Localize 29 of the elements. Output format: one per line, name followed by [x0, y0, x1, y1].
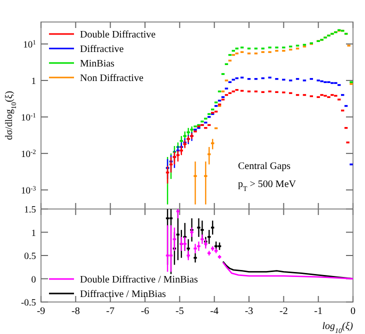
legend-label: Diffractive / MinBias: [80, 289, 166, 300]
y-tick-label: 1.5: [24, 206, 36, 216]
y-tick-label: 0.5: [24, 252, 36, 262]
x-tick-label: -6: [140, 306, 150, 317]
x-tick-label: -8: [71, 306, 80, 317]
y-tick-label: 0: [31, 275, 36, 286]
legend-label: Double Diffractive / MinBias: [80, 274, 198, 286]
x-tick-label: -1: [314, 306, 323, 317]
y-tick-label: 10$^{1}$: [23, 38, 36, 50]
x-tick-label: -4: [210, 306, 219, 317]
x-tick-label: -2: [279, 306, 288, 317]
x-tick-label: -7: [106, 306, 115, 317]
y-tick-label: -0.5: [20, 298, 36, 308]
x-tick-label: -9: [36, 306, 46, 317]
y-tick-label: 1: [31, 76, 36, 87]
y-tick-label: 10$^{-1}$: [20, 112, 36, 124]
legend-label: Diffractive: [80, 44, 124, 55]
legend-label: Double Diffractive: [80, 30, 156, 40]
y-tick-label: 1: [31, 228, 36, 239]
y-tick-label: 10$^{-3}$: [20, 184, 37, 196]
annotation: Central Gaps: [238, 161, 291, 172]
legend-label: Non Diffractive: [80, 73, 144, 84]
annotation: p$_{T}$ > 500 MeV: [238, 179, 297, 193]
x-axis-title: log$_{10}$(ξ): [322, 321, 354, 334]
y-tick-label: 10$^{-2}$: [20, 148, 36, 160]
x-tick-label: 0: [350, 306, 356, 317]
legend-label: MinBias: [80, 58, 115, 70]
x-tick-label: -3: [244, 306, 254, 317]
x-tick-label: -5: [175, 306, 184, 317]
